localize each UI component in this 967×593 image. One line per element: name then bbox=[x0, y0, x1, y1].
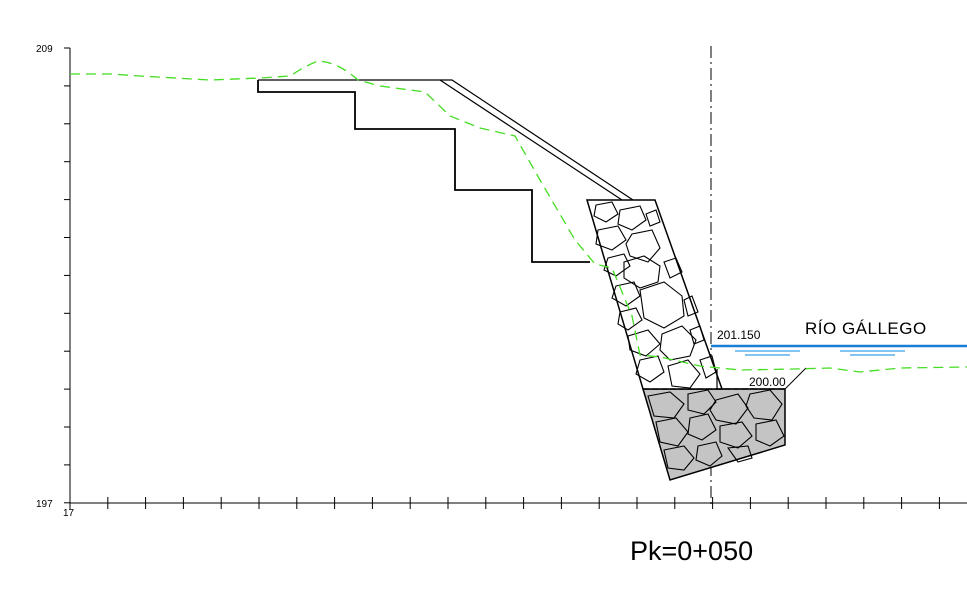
top-slope-upper bbox=[258, 79, 634, 201]
x-axis-ticks bbox=[69, 497, 940, 509]
base-leader bbox=[784, 367, 807, 390]
top-slope-lower bbox=[439, 79, 623, 201]
y-axis-bottom-label: 197 bbox=[36, 499, 53, 510]
y-axis-ticks bbox=[64, 47, 70, 504]
riprap-stones bbox=[593, 201, 717, 389]
y-axis-top-label: 209 bbox=[36, 44, 53, 55]
base-level-label: 200.00 bbox=[749, 375, 786, 389]
station-label: Pk=0+050 bbox=[630, 536, 753, 566]
x-axis-origin-label: 17 bbox=[63, 508, 75, 519]
stepped-wall-profile bbox=[257, 80, 590, 263]
axes bbox=[69, 48, 967, 504]
terrain-line bbox=[70, 60, 967, 373]
foundation-stones bbox=[647, 389, 785, 471]
water-level-label: 201.150 bbox=[717, 328, 761, 342]
water-ripples bbox=[735, 350, 905, 356]
river-name-label: RÍO GÁLLEGO bbox=[805, 319, 927, 338]
